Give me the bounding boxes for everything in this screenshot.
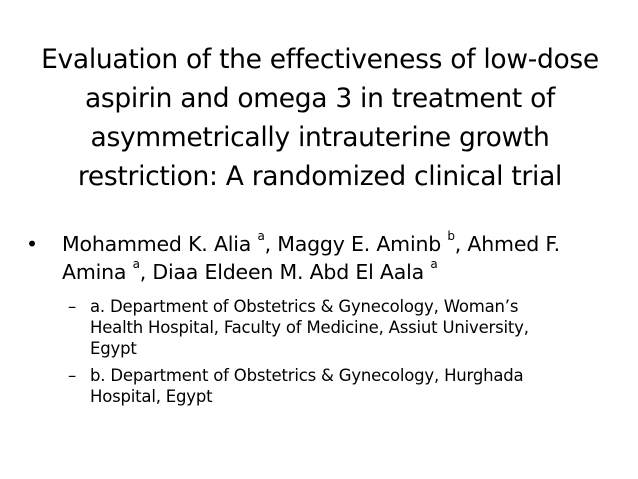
author-affiliation-mark: a: [257, 229, 265, 244]
author-name: Amina: [62, 260, 127, 284]
affiliation-line: Egypt: [90, 339, 137, 358]
author-affiliation-mark: b: [447, 229, 455, 244]
dash-icon: –: [68, 366, 77, 385]
title-line: asymmetrically intrauterine growth: [90, 122, 550, 153]
affiliations-list: – a. Department of Obstetrics & Gynecolo…: [26, 296, 616, 407]
affiliation-line: Health Hospital, Faculty of Medicine, As…: [90, 318, 529, 337]
author-name: Mohammed K. Alia: [62, 232, 252, 256]
author-affiliation-mark: a: [132, 257, 140, 272]
author-name: , Diaa Eldeen M. Abd El Aala: [139, 260, 424, 284]
affiliation-line: a. Department of Obstetrics & Gynecology…: [90, 297, 519, 316]
affiliation-line: b. Department of Obstetrics & Gynecology…: [90, 366, 524, 385]
title-line: aspirin and omega 3 in treatment of: [84, 83, 556, 114]
affiliation-item: – a. Department of Obstetrics & Gynecolo…: [26, 296, 616, 359]
affiliation-line: Hospital, Egypt: [90, 387, 213, 406]
title-line: restriction: A randomized clinical trial: [77, 161, 563, 192]
slide-body: • Mohammed K. Alia a, Maggy E. Aminb b, …: [26, 230, 616, 413]
authors-bullet: • Mohammed K. Alia a, Maggy E. Aminb b, …: [26, 230, 616, 286]
authors-line: Mohammed K. Alia a, Maggy E. Aminb b, Ah…: [62, 230, 616, 258]
affiliation-item: – b. Department of Obstetrics & Gynecolo…: [26, 365, 616, 407]
bullet-icon: •: [26, 232, 38, 256]
dash-icon: –: [68, 297, 77, 316]
author-affiliation-mark: a: [430, 257, 438, 272]
author-name: , Ahmed F.: [454, 232, 560, 256]
title-line: Evaluation of the effectiveness of low-d…: [41, 44, 599, 75]
slide-title: Evaluation of the effectiveness of low-d…: [28, 40, 612, 196]
authors-line: Amina a, Diaa Eldeen M. Abd El Aala a: [62, 258, 616, 286]
author-name: , Maggy E. Aminb: [264, 232, 442, 256]
